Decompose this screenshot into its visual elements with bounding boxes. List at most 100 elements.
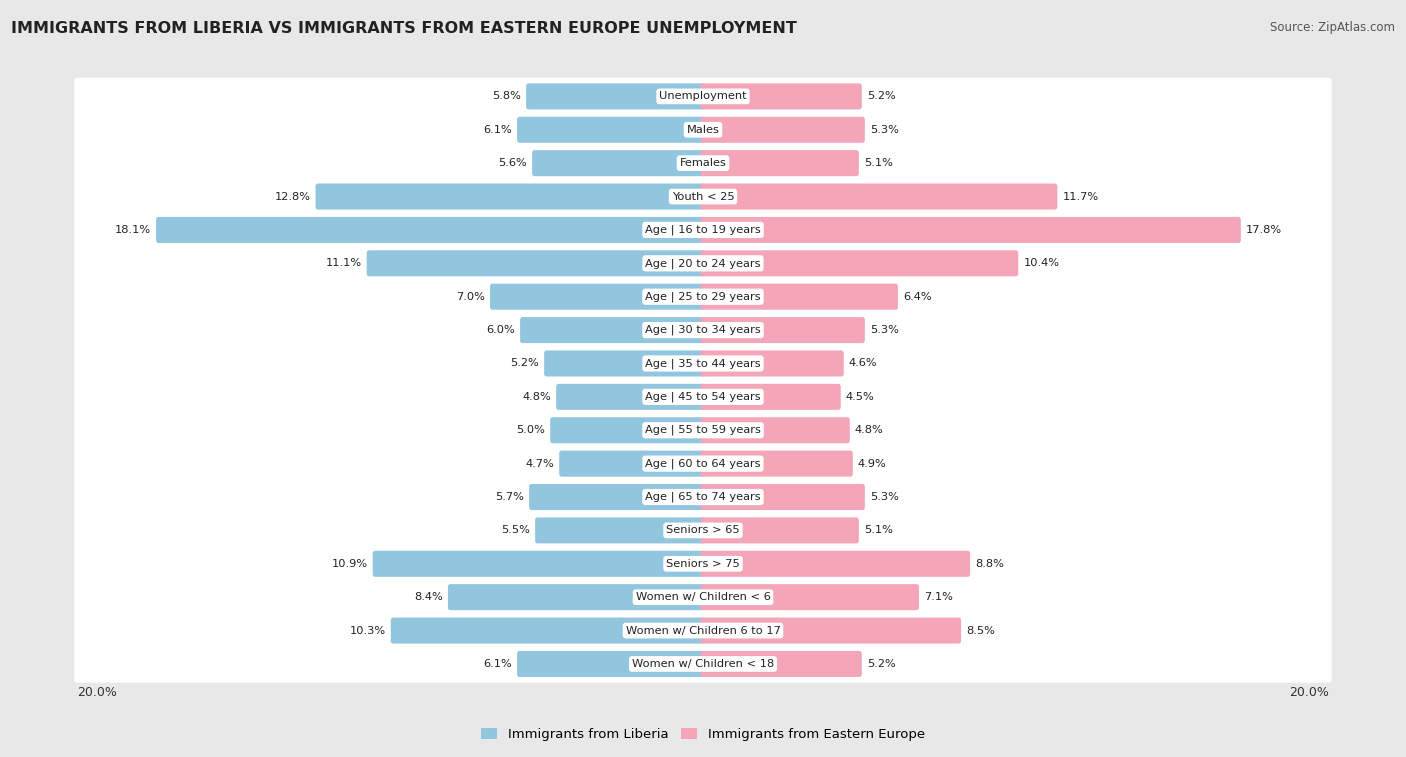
Text: Women w/ Children < 6: Women w/ Children < 6 [636, 592, 770, 602]
Text: Age | 16 to 19 years: Age | 16 to 19 years [645, 225, 761, 235]
Text: 4.8%: 4.8% [523, 392, 551, 402]
FancyBboxPatch shape [491, 284, 706, 310]
FancyBboxPatch shape [367, 251, 706, 276]
Text: 5.3%: 5.3% [870, 325, 898, 335]
Text: 5.8%: 5.8% [492, 92, 522, 101]
FancyBboxPatch shape [700, 317, 865, 343]
Text: Seniors > 65: Seniors > 65 [666, 525, 740, 535]
FancyBboxPatch shape [700, 651, 862, 677]
FancyBboxPatch shape [700, 584, 920, 610]
Text: 18.1%: 18.1% [115, 225, 150, 235]
FancyBboxPatch shape [75, 278, 1331, 316]
Text: 8.4%: 8.4% [413, 592, 443, 602]
Text: Age | 55 to 59 years: Age | 55 to 59 years [645, 425, 761, 435]
Text: 4.9%: 4.9% [858, 459, 887, 469]
FancyBboxPatch shape [700, 517, 859, 544]
Text: Women w/ Children < 18: Women w/ Children < 18 [631, 659, 775, 669]
Text: Age | 25 to 29 years: Age | 25 to 29 years [645, 291, 761, 302]
FancyBboxPatch shape [536, 517, 706, 544]
FancyBboxPatch shape [529, 484, 706, 510]
FancyBboxPatch shape [373, 551, 706, 577]
FancyBboxPatch shape [557, 384, 706, 410]
Text: Age | 65 to 74 years: Age | 65 to 74 years [645, 492, 761, 502]
FancyBboxPatch shape [75, 178, 1331, 215]
FancyBboxPatch shape [526, 83, 706, 110]
FancyBboxPatch shape [560, 450, 706, 477]
FancyBboxPatch shape [449, 584, 706, 610]
Text: Source: ZipAtlas.com: Source: ZipAtlas.com [1270, 21, 1395, 34]
Text: 4.6%: 4.6% [849, 359, 877, 369]
Text: 17.8%: 17.8% [1246, 225, 1282, 235]
FancyBboxPatch shape [700, 450, 853, 477]
FancyBboxPatch shape [75, 445, 1331, 482]
Text: 5.3%: 5.3% [870, 125, 898, 135]
FancyBboxPatch shape [700, 417, 849, 444]
Text: 20.0%: 20.0% [1289, 686, 1329, 699]
Text: 5.5%: 5.5% [501, 525, 530, 535]
FancyBboxPatch shape [700, 484, 865, 510]
Text: 5.2%: 5.2% [510, 359, 538, 369]
Text: 10.4%: 10.4% [1024, 258, 1059, 268]
Text: 11.7%: 11.7% [1063, 192, 1098, 201]
Text: 6.4%: 6.4% [903, 291, 932, 302]
Text: 4.7%: 4.7% [526, 459, 554, 469]
FancyBboxPatch shape [700, 384, 841, 410]
Text: IMMIGRANTS FROM LIBERIA VS IMMIGRANTS FROM EASTERN EUROPE UNEMPLOYMENT: IMMIGRANTS FROM LIBERIA VS IMMIGRANTS FR… [11, 21, 797, 36]
FancyBboxPatch shape [517, 651, 706, 677]
FancyBboxPatch shape [391, 618, 706, 643]
Text: 7.1%: 7.1% [924, 592, 953, 602]
FancyBboxPatch shape [75, 211, 1331, 248]
FancyBboxPatch shape [156, 217, 706, 243]
Text: 8.5%: 8.5% [966, 625, 995, 636]
FancyBboxPatch shape [75, 512, 1331, 549]
FancyBboxPatch shape [75, 412, 1331, 449]
Text: 12.8%: 12.8% [274, 192, 311, 201]
FancyBboxPatch shape [544, 350, 706, 376]
FancyBboxPatch shape [75, 378, 1331, 416]
Text: 5.7%: 5.7% [495, 492, 524, 502]
Text: 5.2%: 5.2% [868, 659, 896, 669]
Text: 6.0%: 6.0% [486, 325, 515, 335]
Text: 5.2%: 5.2% [868, 92, 896, 101]
FancyBboxPatch shape [75, 612, 1331, 650]
Text: Age | 35 to 44 years: Age | 35 to 44 years [645, 358, 761, 369]
FancyBboxPatch shape [75, 645, 1331, 683]
Text: Age | 45 to 54 years: Age | 45 to 54 years [645, 391, 761, 402]
FancyBboxPatch shape [700, 117, 865, 143]
FancyBboxPatch shape [520, 317, 706, 343]
FancyBboxPatch shape [531, 150, 706, 176]
Text: 10.9%: 10.9% [332, 559, 367, 569]
Text: 5.0%: 5.0% [516, 425, 546, 435]
FancyBboxPatch shape [700, 251, 1018, 276]
FancyBboxPatch shape [75, 311, 1331, 349]
FancyBboxPatch shape [75, 245, 1331, 282]
Text: Age | 60 to 64 years: Age | 60 to 64 years [645, 459, 761, 469]
Text: 5.6%: 5.6% [498, 158, 527, 168]
FancyBboxPatch shape [75, 478, 1331, 516]
Text: Age | 30 to 34 years: Age | 30 to 34 years [645, 325, 761, 335]
Text: Seniors > 75: Seniors > 75 [666, 559, 740, 569]
Text: Women w/ Children 6 to 17: Women w/ Children 6 to 17 [626, 625, 780, 636]
Text: Females: Females [679, 158, 727, 168]
Text: Age | 20 to 24 years: Age | 20 to 24 years [645, 258, 761, 269]
Text: 5.3%: 5.3% [870, 492, 898, 502]
FancyBboxPatch shape [517, 117, 706, 143]
Text: 5.1%: 5.1% [863, 525, 893, 535]
FancyBboxPatch shape [700, 551, 970, 577]
Legend: Immigrants from Liberia, Immigrants from Eastern Europe: Immigrants from Liberia, Immigrants from… [475, 722, 931, 746]
FancyBboxPatch shape [550, 417, 706, 444]
Text: 5.1%: 5.1% [863, 158, 893, 168]
FancyBboxPatch shape [700, 618, 962, 643]
Text: 20.0%: 20.0% [77, 686, 117, 699]
FancyBboxPatch shape [700, 350, 844, 376]
Text: 10.3%: 10.3% [350, 625, 385, 636]
FancyBboxPatch shape [75, 545, 1331, 582]
Text: 6.1%: 6.1% [484, 659, 512, 669]
Text: 7.0%: 7.0% [456, 291, 485, 302]
FancyBboxPatch shape [75, 578, 1331, 616]
FancyBboxPatch shape [700, 284, 898, 310]
FancyBboxPatch shape [700, 83, 862, 110]
FancyBboxPatch shape [75, 78, 1331, 115]
Text: Males: Males [686, 125, 720, 135]
Text: Unemployment: Unemployment [659, 92, 747, 101]
